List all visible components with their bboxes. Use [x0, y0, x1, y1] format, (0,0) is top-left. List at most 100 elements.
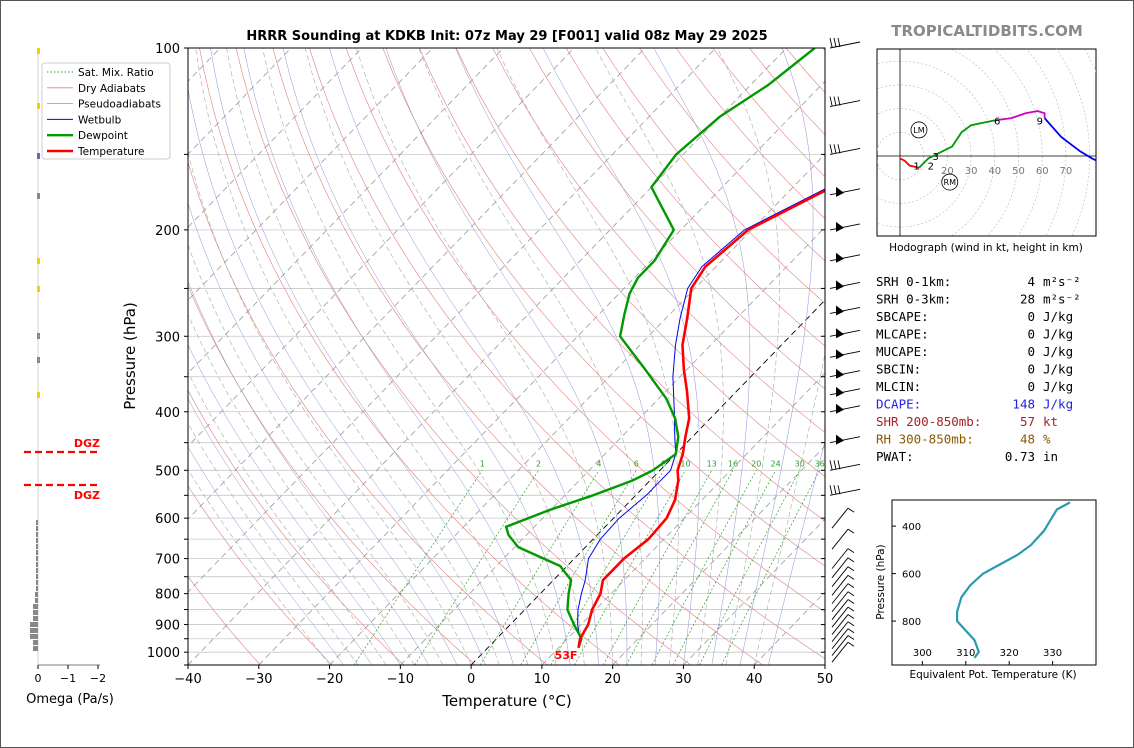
omega-bar	[36, 562, 38, 567]
index-label: SRH 0-1km:	[876, 274, 951, 289]
barb-pennant	[836, 434, 844, 445]
dry-adiabat	[309, 48, 825, 660]
x-tick-label: 50	[817, 672, 834, 687]
omega-bar	[36, 580, 38, 585]
wind-barb	[829, 252, 861, 263]
skewt-panel: 1 2 4 6 8 10 13 16 20 24 30 36 −40 −30 −20 −10 0 10 20 30 4…	[121, 42, 834, 710]
omega-bar	[35, 592, 38, 597]
barb-staff	[831, 628, 849, 650]
omega-bar	[30, 634, 38, 639]
x-tick-label: 40	[746, 672, 763, 687]
y-tick-label: 100	[155, 42, 180, 57]
barb-pennant	[836, 349, 844, 360]
index-unit: J/kg	[1043, 397, 1073, 412]
barb-flag	[833, 460, 837, 470]
hodograph-height-label: 3	[932, 152, 938, 163]
barb-flag	[847, 628, 855, 634]
barb-pennant	[836, 403, 844, 414]
barb-staff	[829, 188, 861, 196]
omega-bar	[37, 357, 40, 363]
barb-flag	[837, 96, 841, 106]
index-unit: J/kg	[1043, 344, 1073, 359]
hodograph-trace	[899, 157, 920, 169]
pseudoadiabat	[262, 48, 557, 665]
pseudoadiabat	[595, 48, 724, 665]
hodograph-tick-label: 60	[1036, 166, 1049, 177]
mixing-ratio-label: 4	[596, 459, 601, 468]
pseudoadiabat	[355, 48, 613, 665]
legend-entry: Temperature	[77, 146, 145, 158]
legend-entry: Dewpoint	[78, 130, 128, 142]
wind-barb	[831, 507, 855, 529]
hodograph-tick-label: 40	[988, 166, 1001, 177]
wetbulb-reference-line	[188, 202, 458, 665]
x-tick-label: −10	[387, 672, 414, 687]
wind-barb	[829, 96, 861, 107]
dry-adiabat	[565, 48, 825, 347]
index-label: SHR 200-850mb:	[876, 414, 981, 429]
barb-staff	[829, 488, 861, 496]
dgz-label: DGZ	[74, 489, 100, 502]
barb-staff	[831, 606, 849, 628]
pseudoadiabat	[188, 151, 472, 665]
index-value: 0	[1027, 379, 1035, 394]
storm-motion-marker	[941, 173, 959, 191]
omega-bar	[36, 556, 38, 561]
hodograph-tick-label: 20	[941, 166, 954, 177]
barb-staff	[831, 614, 849, 635]
hodograph-height-label: 6	[994, 116, 1000, 127]
wetbulb-reference-line	[243, 48, 543, 665]
mixing-ratio-line	[479, 470, 600, 665]
storm-motion-label: RM	[944, 178, 957, 187]
index-unit: %	[1043, 432, 1051, 447]
wind-barb	[831, 628, 855, 650]
barb-pennant	[836, 221, 844, 232]
hodograph-height-label: 9	[1037, 116, 1043, 127]
mixing-ratio-line	[602, 470, 713, 665]
wind-barb	[831, 548, 855, 569]
barb-flag	[833, 37, 837, 48]
x-tick-label: 0	[467, 672, 475, 687]
barb-flag	[829, 460, 833, 470]
dry-adiabat	[345, 48, 825, 613]
omega-bar	[37, 286, 40, 292]
mixing-ratio-label: 13	[707, 459, 717, 468]
pseudoadiabat	[226, 48, 528, 665]
wetbulb-reference-line	[653, 48, 751, 665]
index-label: PWAT:	[876, 449, 914, 464]
isotherm	[683, 518, 825, 665]
hodograph-height-label: 1	[913, 161, 919, 172]
theta-e-xlabel: Equivalent Pot. Temperature (K)	[909, 669, 1076, 681]
y-tick-label: 300	[155, 330, 180, 345]
index-label: RH 300-850mb:	[876, 432, 974, 447]
barb-flag	[837, 485, 841, 495]
theta-e-ytick-label: 800	[902, 617, 921, 628]
theta-e-ytick-label: 600	[902, 570, 921, 581]
index-label: SRH 0-3km:	[876, 292, 951, 307]
barb-flag	[829, 144, 833, 154]
barb-staff	[829, 223, 861, 231]
omega-bar	[36, 586, 38, 591]
x-tick-label: −30	[245, 672, 272, 687]
barb-flag	[847, 591, 855, 597]
theta-e-panel: 300 310 320 330 400 600 800 Equivalent Pot. Te…	[875, 499, 1097, 681]
wind-barb	[831, 566, 855, 587]
mixing-ratio-line	[721, 470, 821, 665]
omega-bar	[37, 392, 40, 398]
mixing-ratio-label: 20	[751, 459, 761, 468]
barb-flag	[829, 96, 833, 106]
pseudoadiabat	[188, 371, 387, 665]
hodograph-tick-label: 30	[965, 166, 978, 177]
barb-staff	[831, 575, 849, 596]
wind-barb	[831, 621, 855, 643]
omega-bar	[37, 48, 40, 54]
index-unit: m²s⁻²	[1043, 292, 1081, 307]
pseudoadiabat	[195, 48, 500, 665]
barb-staff	[831, 583, 849, 604]
wind-barb	[829, 434, 861, 445]
zero-isotherm	[470, 299, 825, 665]
dry-adiabat	[188, 485, 333, 665]
brand-watermark: TROPICALTIDBITS.COM	[891, 22, 1083, 40]
y-tick-label: 1000	[147, 646, 180, 661]
mixing-ratio-line	[550, 470, 665, 665]
